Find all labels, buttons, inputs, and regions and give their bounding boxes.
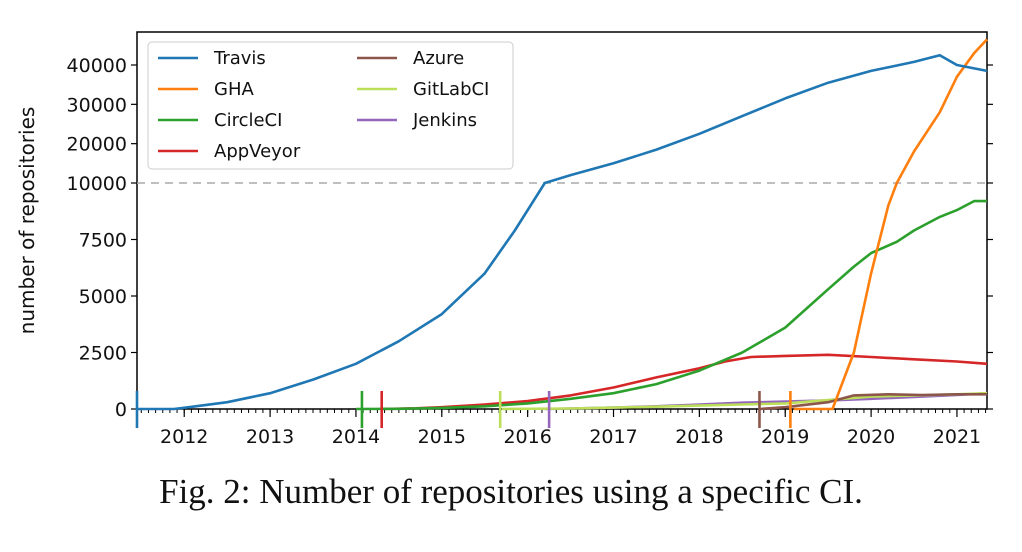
y-tick-label-7500: 7500 [79, 230, 127, 252]
y-tick-label-30000: 30000 [67, 94, 127, 116]
y-tick-label-20000: 20000 [67, 134, 127, 156]
x-tick-label-2018: 2018 [675, 426, 723, 448]
x-tick-label-2012: 2012 [160, 426, 208, 448]
y-tick-label-0: 0 [115, 399, 127, 421]
x-tick-label-2017: 2017 [589, 426, 637, 448]
x-tick-label-2014: 2014 [332, 426, 380, 448]
x-tick-label-2019: 2019 [761, 426, 809, 448]
y-axis-title: number of repositories [15, 107, 39, 335]
line-chart: 0 2500 5000 7500 10000 20000 30000 40000 2012 201… [15, 31, 993, 448]
y-tick-label-5000: 5000 [79, 286, 127, 308]
x-tick-label-2016: 2016 [503, 426, 551, 448]
series-line-azure [759, 392, 987, 411]
legend-label-appveyor: AppVeyor [214, 141, 301, 162]
legend-label-gitlabci: GitLabCI [413, 79, 489, 100]
legend-label-jenkins: Jenkins [412, 110, 477, 131]
legend-box [147, 41, 514, 170]
y-tick-label-10000: 10000 [67, 173, 127, 195]
x-tick-label-2013: 2013 [246, 426, 294, 448]
x-tick-label-2020: 2020 [847, 426, 895, 448]
y-tick-label-40000: 40000 [67, 55, 127, 77]
series-line-travis [137, 53, 988, 411]
series-line-gha [793, 38, 988, 411]
legend-label-circleci: CircleCI [214, 110, 282, 131]
y-tick-label-2500: 2500 [79, 343, 127, 365]
x-tick-label-2015: 2015 [418, 426, 466, 448]
x-tick-label-2021: 2021 [933, 426, 981, 448]
legend-label-gha: GHA [214, 79, 254, 100]
legend: Travis GHA CircleCI AppVeyor Azure GitLabCI Je… [147, 41, 514, 170]
figure-caption: Fig. 2: Number of repositories using a s… [159, 472, 863, 511]
legend-label-azure: Azure [413, 48, 464, 69]
series-line-appveyor [381, 353, 988, 411]
series-line-circleci [355, 199, 987, 411]
legend-label-travis: Travis [213, 48, 266, 69]
